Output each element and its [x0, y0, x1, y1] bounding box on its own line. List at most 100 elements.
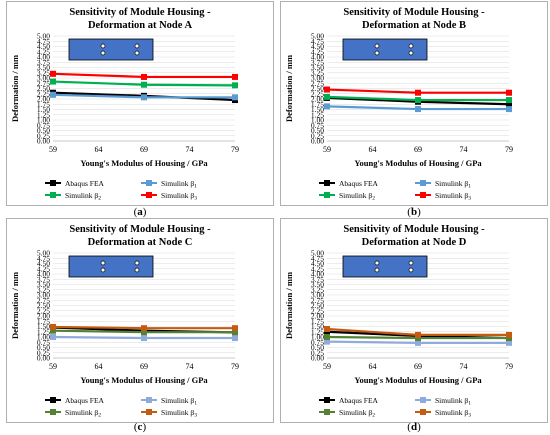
legend-subscript: 1: [468, 184, 471, 190]
y-tick-label: 0.25: [311, 348, 324, 357]
data-point: [141, 329, 147, 336]
y-tick-label: 0.50: [37, 343, 50, 352]
y-tick-label: 1.00: [311, 333, 324, 342]
y-tick-label: 2.25: [37, 89, 50, 98]
data-point: [324, 103, 330, 110]
y-tick-label: 3.75: [311, 275, 324, 284]
legend-entry: Simulink β2: [339, 408, 375, 419]
legend-entry: Simulink β2: [339, 191, 375, 202]
y-tick-label: 0.00: [37, 354, 50, 363]
legend-subscript: 2: [372, 196, 375, 202]
y-tick-label: 0.00: [37, 137, 50, 146]
caption-c: (c): [6, 421, 274, 433]
legend-subscript: 2: [98, 413, 101, 419]
chart-title-line: Sensitivity of Module Housing -: [69, 224, 211, 235]
x-tick-label: 74: [460, 145, 468, 154]
y-tick-label: 4.25: [311, 47, 324, 56]
node-marker: [408, 267, 414, 273]
y-tick-label: 2.75: [311, 296, 324, 305]
data-point: [141, 94, 147, 101]
data-point: [506, 89, 512, 96]
data-point: [232, 94, 238, 101]
caption-letter: d: [410, 421, 418, 433]
y-tick-label: 4.75: [37, 254, 50, 263]
y-tick-label: 4.50: [311, 259, 324, 268]
y-tick-label: 1.75: [311, 317, 324, 326]
legend-entry: Simulink β3: [435, 191, 471, 202]
data-point: [506, 101, 512, 108]
module-housing-illustration: [342, 255, 428, 278]
legend-marker: [50, 180, 56, 186]
legend-entry: Abaqus FEA: [65, 179, 105, 188]
legend-marker: [324, 192, 330, 198]
y-tick-label: 1.25: [37, 327, 50, 336]
y-tick-label: 3.75: [311, 58, 324, 67]
data-point: [415, 339, 421, 346]
x-axis-label: Young's Modulus of Housing / GPa: [80, 375, 208, 385]
data-point: [232, 329, 238, 336]
housing-rect: [68, 38, 154, 61]
legend-entry: Abaqus FEA: [65, 396, 105, 405]
x-tick-label: 69: [140, 362, 148, 371]
data-point: [324, 326, 330, 333]
x-tick-label: 69: [414, 362, 422, 371]
chart-title-line: Sensitivity of Module Housing -: [69, 7, 211, 18]
legend-entry: Simulink β1: [435, 396, 471, 407]
node-marker: [100, 267, 106, 273]
y-tick-label: 2.75: [311, 79, 324, 88]
data-point: [50, 70, 56, 77]
caption-open: (: [133, 421, 138, 433]
y-tick-label: 0.50: [311, 126, 324, 135]
y-tick-label: 2.50: [311, 84, 324, 93]
x-tick-label: 59: [49, 362, 57, 371]
data-point: [50, 78, 56, 85]
node-marker: [374, 267, 380, 273]
y-tick-label: 1.00: [37, 116, 50, 125]
y-tick-label: 3.00: [37, 74, 50, 83]
legend-marker: [420, 409, 426, 415]
legend-subscript: 1: [194, 401, 197, 407]
x-axis-label: Young's Modulus of Housing / GPa: [354, 375, 482, 385]
y-tick-label: 4.75: [311, 37, 324, 46]
node-marker: [134, 260, 140, 266]
x-tick-label: 59: [323, 362, 331, 371]
data-point: [50, 91, 56, 98]
node-marker: [134, 43, 140, 49]
housing-rect: [68, 255, 154, 278]
caption-open: (: [133, 206, 138, 218]
y-tick-label: 0.00: [311, 354, 324, 363]
caption-close: ): [417, 421, 421, 433]
chart-b: Sensitivity of Module Housing - Deformati…: [284, 7, 513, 202]
y-tick-label: 1.75: [37, 317, 50, 326]
legend-marker: [420, 180, 426, 186]
data-point: [324, 338, 330, 345]
y-tick-label: 1.25: [37, 110, 50, 119]
data-point: [232, 73, 238, 80]
legend-entry: Abaqus FEA: [339, 396, 379, 405]
y-tick-label: 3.25: [37, 285, 50, 294]
x-tick-label: 64: [95, 362, 103, 371]
y-tick-label: 1.25: [311, 110, 324, 119]
legend-entry: Simulink β1: [435, 179, 471, 190]
chart-panel-a: Sensitivity of Module Housing - Deformati…: [6, 1, 274, 206]
y-tick-label: 3.50: [37, 63, 50, 72]
caption-close: ): [417, 206, 421, 218]
y-tick-label: 4.50: [311, 42, 324, 51]
data-point: [415, 335, 421, 342]
data-point: [415, 89, 421, 96]
legend-marker: [146, 180, 152, 186]
y-tick-label: 1.50: [311, 105, 324, 114]
x-tick-label: 74: [186, 362, 194, 371]
caption-letter: a: [137, 206, 143, 218]
data-point: [506, 331, 512, 338]
x-tick-label: 59: [323, 145, 331, 154]
data-point: [232, 325, 238, 332]
data-point: [324, 93, 330, 100]
legend-entry: Simulink β2: [65, 408, 101, 419]
legend-marker: [324, 397, 330, 403]
y-tick-label: 2.25: [311, 89, 324, 98]
node-marker: [374, 43, 380, 49]
chart-title-line: Deformation at Node D: [362, 237, 467, 248]
y-tick-label: 1.75: [311, 100, 324, 109]
y-tick-label: 3.50: [311, 63, 324, 72]
